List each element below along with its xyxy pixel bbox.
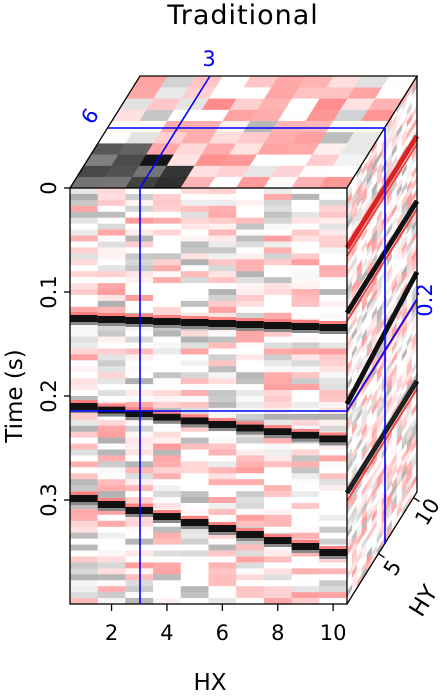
plot-title: Traditional <box>166 0 319 31</box>
time-slice-line-side <box>346 298 418 412</box>
hx-axis-label: HX <box>193 670 226 696</box>
hx-slice-label: 3 <box>202 47 215 71</box>
hx-slice-line-top <box>139 75 211 189</box>
hx-axis: 2 4 6 8 10 <box>105 604 347 645</box>
time-axis: 0 0.1 0.2 0.3 <box>37 181 70 517</box>
time-tick-label: 0.3 <box>37 483 61 516</box>
top-panel-hx-hy <box>69 75 418 189</box>
hy-slice-label: 6 <box>76 104 103 128</box>
time-axis-label: Time (s) <box>2 349 28 444</box>
time-tick-label: 0.1 <box>37 275 61 308</box>
hy-tick-mark <box>413 497 420 503</box>
hx-tick-label: 8 <box>271 621 284 645</box>
hx-tick-label: 10 <box>320 621 347 645</box>
time-tick-label: 0 <box>37 181 61 194</box>
hx-tick-label: 6 <box>216 621 229 645</box>
hx-tick-label: 4 <box>160 621 173 645</box>
hx-tick-label: 2 <box>105 621 118 645</box>
time-tick-label: 0.2 <box>37 379 61 412</box>
hy-axis-label: HY <box>405 580 444 621</box>
front-panel-hx-time <box>70 188 348 605</box>
slice-lines <box>70 75 418 604</box>
time-slice-label: 0.2 <box>413 283 437 316</box>
hy-tick-label: 5 <box>379 556 406 580</box>
hy-tick-mark <box>378 553 385 559</box>
